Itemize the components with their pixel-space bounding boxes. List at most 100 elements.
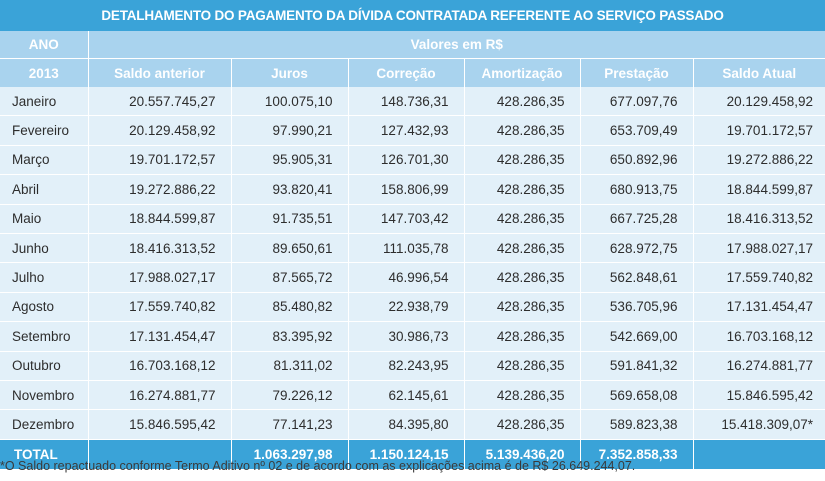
cell-saldo-atual: 18.844.599,87 bbox=[693, 174, 825, 205]
cell-saldo-anterior: 17.988.027,17 bbox=[88, 262, 232, 293]
cell-prestacao: 569.658,08 bbox=[580, 380, 694, 411]
cell-amortizacao: 428.286,35 bbox=[464, 262, 581, 293]
month-cell: Fevereiro bbox=[0, 115, 89, 146]
cell-saldo-atual: 19.272.886,22 bbox=[693, 145, 825, 176]
month-cell: Abril bbox=[0, 174, 89, 205]
cell-juros: 97.990,21 bbox=[231, 115, 349, 146]
column-header-saldo-anterior: Saldo anterior bbox=[88, 58, 232, 87]
month-cell: Outubro bbox=[0, 351, 89, 381]
valores-header: Valores em R$ bbox=[88, 31, 825, 59]
cell-amortizacao: 428.286,35 bbox=[464, 174, 581, 205]
table-body: Janeiro 20.557.745,27 100.075,10 148.736,31… bbox=[0, 87, 825, 440]
cell-saldo-anterior: 20.129.458,92 bbox=[88, 115, 232, 146]
table-row: Janeiro 20.557.745,27 100.075,10 148.736,31… bbox=[0, 87, 825, 117]
column-header-correcao: Correção bbox=[348, 58, 465, 87]
cell-amortizacao: 428.286,35 bbox=[464, 292, 581, 323]
table-row: Dezembro 15.846.595,42 77.141,23 84.395,80 4… bbox=[0, 409, 825, 440]
cell-saldo-atual: 20.129.458,92 bbox=[693, 87, 825, 117]
month-cell: Julho bbox=[0, 262, 89, 293]
cell-juros: 87.565,72 bbox=[231, 262, 349, 293]
cell-saldo-atual: 15.418.309,07* bbox=[693, 409, 825, 440]
cell-saldo-anterior: 20.557.745,27 bbox=[88, 87, 232, 117]
cell-amortizacao: 428.286,35 bbox=[464, 380, 581, 411]
cell-juros: 81.311,02 bbox=[231, 351, 349, 381]
cell-saldo-anterior: 17.131.454,47 bbox=[88, 321, 232, 352]
total-label: TOTAL bbox=[0, 439, 89, 469]
total-saldo-anterior bbox=[88, 439, 232, 469]
cell-correcao: 46.996,54 bbox=[348, 262, 465, 293]
cell-prestacao: 542.669,00 bbox=[580, 321, 694, 352]
table-row: Maio 18.844.599,87 91.735,51 147.703,42 428.… bbox=[0, 204, 825, 234]
cell-saldo-anterior: 17.559.740,82 bbox=[88, 292, 232, 323]
cell-prestacao: 677.097,76 bbox=[580, 87, 694, 117]
cell-juros: 93.820,41 bbox=[231, 174, 349, 205]
table-row: Março 19.701.172,57 95.905,31 126.701,30 428… bbox=[0, 145, 825, 176]
cell-saldo-atual: 17.988.027,17 bbox=[693, 233, 825, 264]
table-row: Agosto 17.559.740,82 85.480,82 22.938,79 428… bbox=[0, 292, 825, 323]
cell-saldo-anterior: 15.846.595,42 bbox=[88, 409, 232, 440]
ano-header: ANO bbox=[0, 31, 89, 59]
cell-juros: 77.141,23 bbox=[231, 409, 349, 440]
month-cell: Agosto bbox=[0, 292, 89, 323]
cell-saldo-atual: 16.274.881,77 bbox=[693, 351, 825, 381]
cell-juros: 85.480,82 bbox=[231, 292, 349, 323]
table-title: DETALHAMENTO DO PAGAMENTO DA DÍVIDA CONT… bbox=[0, 0, 825, 31]
cell-amortizacao: 428.286,35 bbox=[464, 233, 581, 264]
cell-prestacao: 628.972,75 bbox=[580, 233, 694, 264]
cell-juros: 89.650,61 bbox=[231, 233, 349, 264]
cell-amortizacao: 428.286,35 bbox=[464, 115, 581, 146]
cell-prestacao: 667.725,28 bbox=[580, 204, 694, 234]
cell-amortizacao: 428.286,35 bbox=[464, 145, 581, 176]
table-row: Julho 17.988.027,17 87.565,72 46.996,54 428.… bbox=[0, 262, 825, 293]
cell-saldo-atual: 15.846.595,42 bbox=[693, 380, 825, 411]
month-cell: Maio bbox=[0, 204, 89, 234]
cell-amortizacao: 428.286,35 bbox=[464, 409, 581, 440]
cell-correcao: 30.986,73 bbox=[348, 321, 465, 352]
header-row-top: ANO Valores em R$ bbox=[0, 31, 825, 59]
cell-saldo-atual: 17.131.454,47 bbox=[693, 292, 825, 323]
cell-saldo-atual: 19.701.172,57 bbox=[693, 115, 825, 146]
cell-juros: 91.735,51 bbox=[231, 204, 349, 234]
cell-correcao: 158.806,99 bbox=[348, 174, 465, 205]
cell-amortizacao: 428.286,35 bbox=[464, 351, 581, 381]
cell-correcao: 148.736,31 bbox=[348, 87, 465, 117]
cell-amortizacao: 428.286,35 bbox=[464, 87, 581, 117]
cell-prestacao: 680.913,75 bbox=[580, 174, 694, 205]
cell-juros: 79.226,12 bbox=[231, 380, 349, 411]
table-row: Junho 18.416.313,52 89.650,61 111.035,78 428… bbox=[0, 233, 825, 264]
table-row: Novembro 16.274.881,77 79.226,12 62.145,61 4… bbox=[0, 380, 825, 411]
header-row-columns: 2013 Saldo anterior Juros Correção Amort… bbox=[0, 58, 825, 87]
total-juros: 1.063.297,98 bbox=[231, 439, 349, 469]
cell-saldo-anterior: 18.416.313,52 bbox=[88, 233, 232, 264]
cell-correcao: 22.938,79 bbox=[348, 292, 465, 323]
cell-prestacao: 650.892,96 bbox=[580, 145, 694, 176]
cell-correcao: 127.432,93 bbox=[348, 115, 465, 146]
cell-prestacao: 562.848,61 bbox=[580, 262, 694, 293]
table-row: Abril 19.272.886,22 93.820,41 158.806,99 428… bbox=[0, 174, 825, 205]
column-header-prestacao: Prestação bbox=[580, 58, 694, 87]
cell-amortizacao: 428.286,35 bbox=[464, 204, 581, 234]
cell-saldo-atual: 17.559.740,82 bbox=[693, 262, 825, 293]
table-row: Setembro 17.131.454,47 83.395,92 30.986,73 4… bbox=[0, 321, 825, 352]
total-correcao: 1.150.124,15 bbox=[348, 439, 465, 469]
month-cell: Novembro bbox=[0, 380, 89, 411]
table-row: Fevereiro 20.129.458,92 97.990,21 127.432,9… bbox=[0, 115, 825, 146]
year-header: 2013 bbox=[0, 58, 89, 87]
column-header-amortizacao: Amortização bbox=[464, 58, 581, 87]
total-row: TOTAL 1.063.297,98 1.150.124,15 5.139.43… bbox=[0, 439, 825, 469]
cell-correcao: 62.145,61 bbox=[348, 380, 465, 411]
cell-prestacao: 536.705,96 bbox=[580, 292, 694, 323]
cell-amortizacao: 428.286,35 bbox=[464, 321, 581, 352]
cell-juros: 100.075,10 bbox=[231, 87, 349, 117]
cell-correcao: 111.035,78 bbox=[348, 233, 465, 264]
footnote: *O Saldo repactuado conforme Termo Aditi… bbox=[0, 459, 636, 473]
cell-saldo-anterior: 16.703.168,12 bbox=[88, 351, 232, 381]
cell-saldo-anterior: 19.272.886,22 bbox=[88, 174, 232, 205]
month-cell: Setembro bbox=[0, 321, 89, 352]
payment-detail-table: ANO Valores em R$ 2013 Saldo anterior Ju… bbox=[0, 31, 825, 469]
cell-saldo-atual: 18.416.313,52 bbox=[693, 204, 825, 234]
cell-prestacao: 653.709,49 bbox=[580, 115, 694, 146]
total-amortizacao: 5.139.436,20 bbox=[464, 439, 581, 469]
column-header-saldo-atual: Saldo Atual bbox=[693, 58, 825, 87]
cell-prestacao: 589.823,38 bbox=[580, 409, 694, 440]
